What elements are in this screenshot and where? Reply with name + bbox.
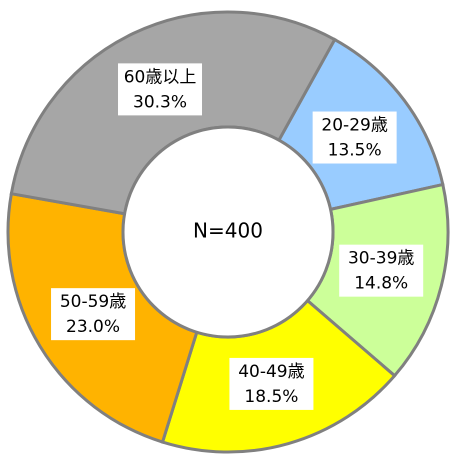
label-box [339, 244, 424, 297]
value-label: 30.3% [133, 92, 187, 112]
category-label: 50-59歳 [60, 292, 126, 312]
label-box [118, 63, 203, 116]
center-label: N=400 [193, 219, 263, 243]
donut-hole [121, 125, 335, 339]
value-label: 18.5% [244, 387, 298, 407]
category-label: 60歳以上 [124, 67, 197, 87]
category-label: 40-49歳 [238, 362, 304, 382]
category-label: 20-29歳 [321, 116, 387, 136]
label-box [312, 111, 397, 164]
value-label: 14.8% [354, 274, 408, 294]
label-box [229, 357, 314, 410]
value-label: 13.5% [328, 141, 382, 161]
category-label: 30-39歳 [348, 249, 414, 269]
label-box [51, 288, 136, 341]
value-label: 23.0% [66, 317, 120, 337]
